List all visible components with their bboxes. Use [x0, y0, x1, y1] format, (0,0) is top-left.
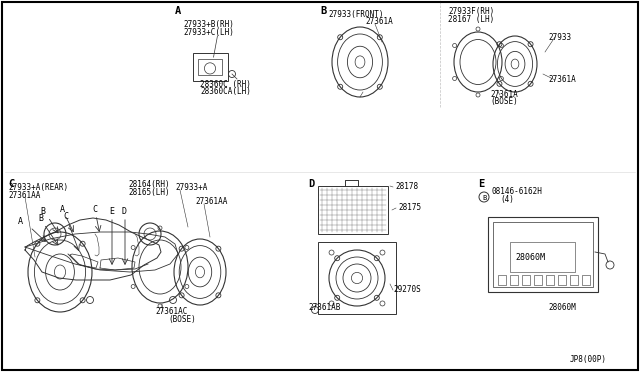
Text: 27361A: 27361A [548, 75, 576, 84]
Text: 28164(RH): 28164(RH) [128, 180, 170, 189]
Text: D: D [308, 179, 314, 189]
Text: 27933+A: 27933+A [175, 183, 207, 192]
Text: 28167 (LH): 28167 (LH) [448, 15, 494, 24]
Text: 29270S: 29270S [393, 285, 420, 294]
Text: 27361A: 27361A [490, 90, 518, 99]
Bar [558, 275, 566, 285]
Text: 27361AB: 27361AB [308, 303, 340, 312]
Text: A: A [60, 205, 65, 214]
Bar [198, 59, 222, 76]
Bar [510, 275, 518, 285]
Text: (BOSE): (BOSE) [490, 97, 518, 106]
Text: (BOSE): (BOSE) [168, 315, 196, 324]
Text: 27933(FRONT): 27933(FRONT) [328, 10, 383, 19]
Text: 28175: 28175 [398, 203, 421, 212]
Text: (4): (4) [500, 195, 514, 204]
Text: 27933+B(RH): 27933+B(RH) [183, 20, 234, 29]
Text: JP8(00P): JP8(00P) [570, 355, 607, 364]
Bar [318, 242, 396, 314]
Text: 28165(LH): 28165(LH) [128, 188, 170, 197]
Text: 27933+C(LH): 27933+C(LH) [183, 28, 234, 37]
Text: E: E [478, 179, 484, 189]
Text: 27933F(RH): 27933F(RH) [448, 7, 494, 16]
Text: B: B [40, 207, 45, 216]
Text: B: B [38, 214, 43, 223]
Text: 28360CA(LH): 28360CA(LH) [200, 87, 251, 96]
Text: 27361AA: 27361AA [8, 191, 40, 200]
Text: 27933: 27933 [548, 33, 571, 42]
Bar [546, 275, 554, 285]
Text: C: C [92, 205, 97, 214]
Text: A: A [18, 217, 23, 226]
Bar [570, 275, 578, 285]
Text: 28060M: 28060M [515, 253, 545, 262]
Text: E: E [109, 207, 114, 216]
Bar [498, 275, 506, 285]
Text: 08146-6162H: 08146-6162H [492, 187, 543, 196]
Text: 27361A: 27361A [365, 17, 393, 26]
Bar [488, 217, 598, 292]
Text: D: D [121, 207, 126, 216]
Text: 28360C (RH): 28360C (RH) [200, 80, 251, 89]
Text: 27361AA: 27361AA [195, 197, 227, 206]
Bar [582, 275, 590, 285]
Text: 27361AC: 27361AC [155, 307, 188, 316]
Text: 28178: 28178 [395, 182, 418, 191]
Text: C: C [8, 179, 14, 189]
Bar [522, 275, 530, 285]
Text: 27933+A(REAR): 27933+A(REAR) [8, 183, 68, 192]
Bar [493, 222, 593, 287]
Bar [534, 275, 542, 285]
Text: B: B [320, 6, 326, 16]
Bar [318, 186, 388, 234]
Bar [193, 53, 227, 81]
Text: A: A [175, 6, 181, 16]
Text: B: B [482, 195, 486, 201]
Bar [510, 242, 575, 272]
Text: C: C [63, 212, 68, 221]
Text: 28060M: 28060M [548, 303, 576, 312]
